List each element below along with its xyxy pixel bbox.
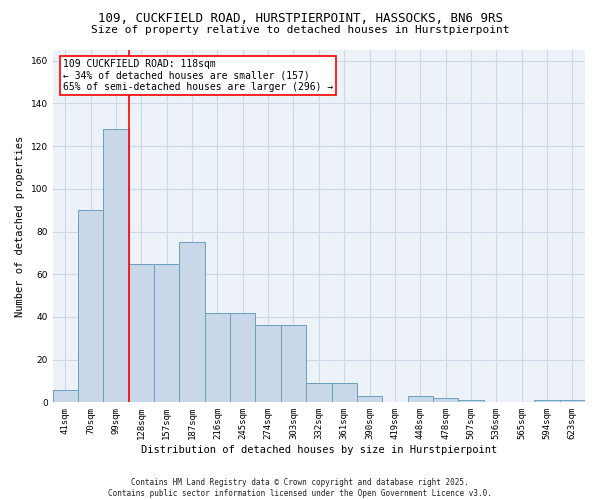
Bar: [230, 312, 256, 402]
Bar: [407, 396, 433, 402]
Text: 109, CUCKFIELD ROAD, HURSTPIERPOINT, HASSOCKS, BN6 9RS: 109, CUCKFIELD ROAD, HURSTPIERPOINT, HAS…: [97, 12, 503, 26]
Bar: [560, 400, 585, 402]
Bar: [281, 326, 306, 402]
Bar: [53, 390, 78, 402]
Bar: [357, 396, 382, 402]
Bar: [103, 129, 129, 402]
Y-axis label: Number of detached properties: Number of detached properties: [15, 136, 25, 317]
Bar: [78, 210, 103, 402]
Bar: [458, 400, 484, 402]
Text: Contains HM Land Registry data © Crown copyright and database right 2025.
Contai: Contains HM Land Registry data © Crown c…: [108, 478, 492, 498]
Bar: [433, 398, 458, 402]
Bar: [205, 312, 230, 402]
Bar: [535, 400, 560, 402]
Bar: [256, 326, 281, 402]
Bar: [306, 383, 332, 402]
Text: 109 CUCKFIELD ROAD: 118sqm
← 34% of detached houses are smaller (157)
65% of sem: 109 CUCKFIELD ROAD: 118sqm ← 34% of deta…: [64, 59, 334, 92]
Text: Size of property relative to detached houses in Hurstpierpoint: Size of property relative to detached ho…: [91, 25, 509, 35]
Bar: [154, 264, 179, 402]
X-axis label: Distribution of detached houses by size in Hurstpierpoint: Distribution of detached houses by size …: [141, 445, 497, 455]
Bar: [179, 242, 205, 402]
Bar: [129, 264, 154, 402]
Bar: [332, 383, 357, 402]
